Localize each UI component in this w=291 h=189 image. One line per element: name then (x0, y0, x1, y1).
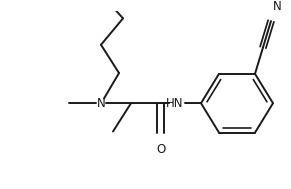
Text: N: N (273, 1, 282, 13)
Text: HN: HN (166, 97, 183, 110)
Text: N: N (97, 97, 105, 110)
Text: O: O (156, 143, 166, 156)
